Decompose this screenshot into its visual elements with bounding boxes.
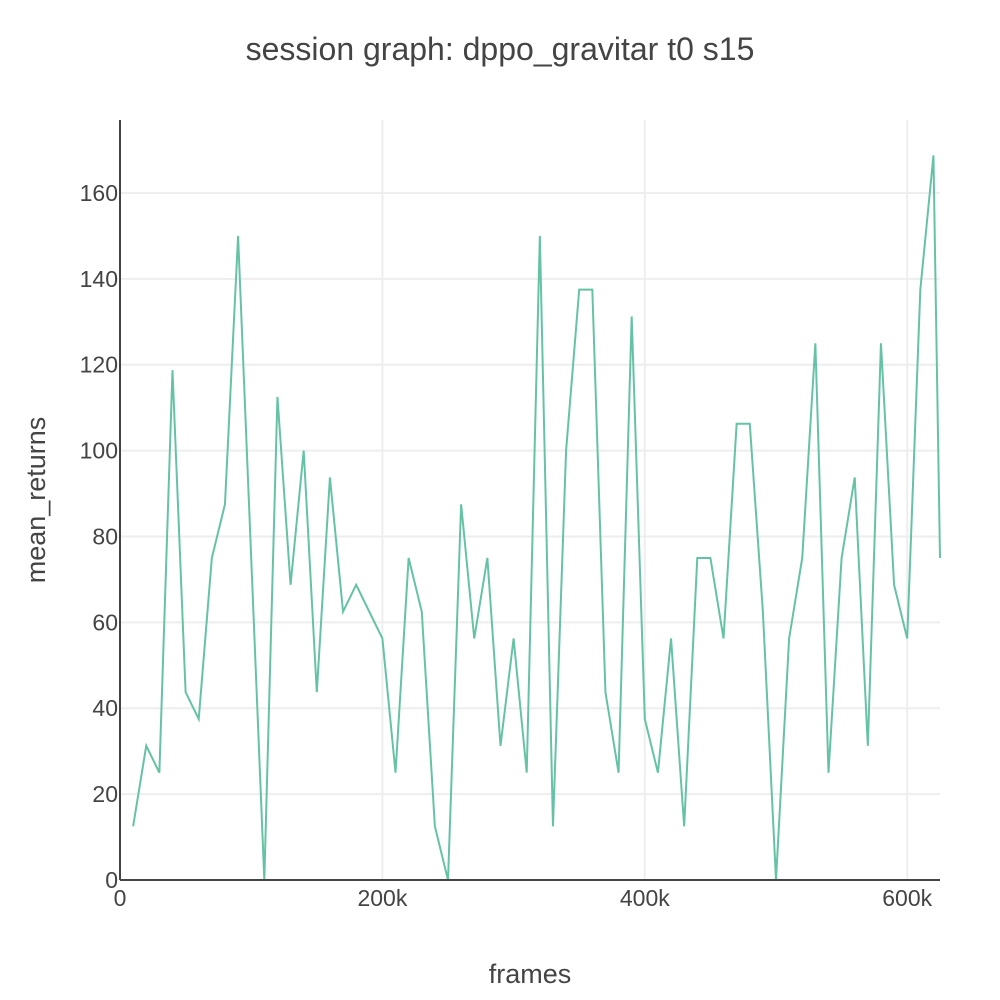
x-gridlines — [381, 120, 909, 880]
x-tick-label: 200k — [357, 885, 407, 911]
series-line — [132, 155, 941, 881]
y-tick-label: 40 — [92, 695, 118, 721]
chart-title: session graph: dppo_gravitar t0 s15 — [246, 31, 755, 67]
y-tick-label: 100 — [80, 438, 118, 464]
x-tick-labels: 0 200k 400k 600k — [114, 885, 933, 911]
x-axis-title: frames — [489, 959, 572, 989]
y-tick-label: 120 — [80, 352, 118, 378]
x-tick-label: 600k — [882, 885, 932, 911]
y-axis-title: mean_returns — [21, 417, 51, 584]
y-tick-label: 0 — [105, 867, 118, 893]
x-tick-label: 400k — [620, 885, 670, 911]
x-tick-label: 0 — [114, 885, 127, 911]
y-tick-label: 160 — [80, 180, 118, 206]
y-tick-label: 60 — [92, 609, 118, 635]
y-tick-labels: 0 20 40 60 80 100 120 140 160 — [80, 180, 118, 893]
y-tick-label: 20 — [92, 781, 118, 807]
y-tick-label: 80 — [92, 523, 118, 549]
y-tick-label: 140 — [80, 266, 118, 292]
y-gridlines — [120, 191, 940, 796]
